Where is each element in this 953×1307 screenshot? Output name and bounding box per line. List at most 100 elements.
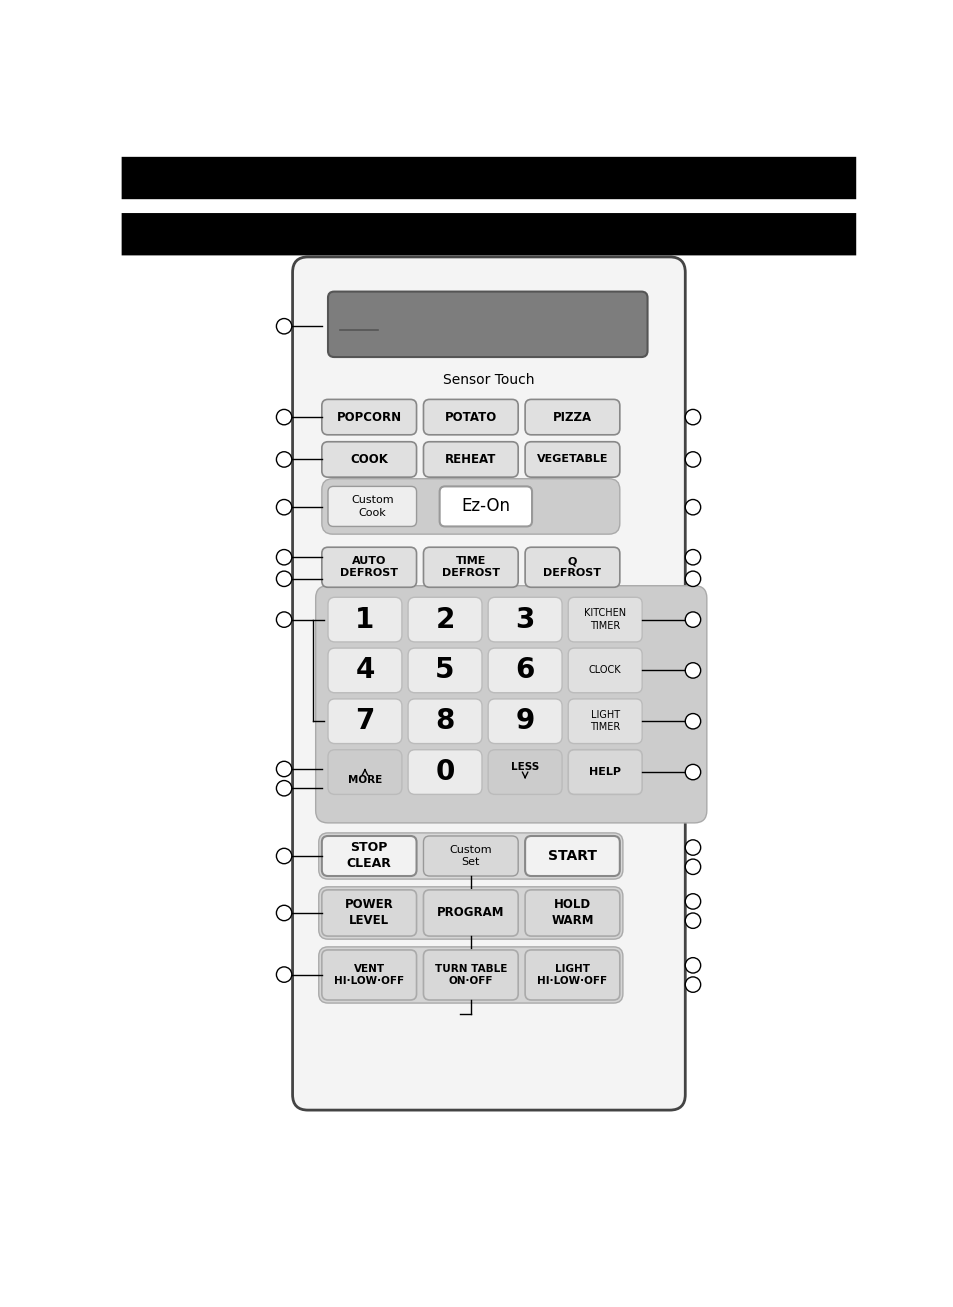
Text: Custom
Cook: Custom Cook xyxy=(351,495,394,518)
FancyBboxPatch shape xyxy=(318,946,622,1002)
FancyBboxPatch shape xyxy=(524,890,619,936)
FancyBboxPatch shape xyxy=(318,887,622,940)
FancyBboxPatch shape xyxy=(315,586,706,823)
Text: TURN TABLE
ON·OFF: TURN TABLE ON·OFF xyxy=(435,963,506,987)
FancyBboxPatch shape xyxy=(423,400,517,435)
FancyBboxPatch shape xyxy=(423,950,517,1000)
FancyBboxPatch shape xyxy=(488,648,561,693)
Text: POPCORN: POPCORN xyxy=(336,410,401,423)
Text: PIZZA: PIZZA xyxy=(553,410,592,423)
FancyBboxPatch shape xyxy=(122,157,856,199)
FancyBboxPatch shape xyxy=(423,890,517,936)
Circle shape xyxy=(684,571,700,587)
Circle shape xyxy=(684,958,700,972)
FancyBboxPatch shape xyxy=(568,699,641,744)
Text: Sensor Touch: Sensor Touch xyxy=(443,372,534,387)
Text: LIGHT
HI·LOW·OFF: LIGHT HI·LOW·OFF xyxy=(537,963,607,987)
Text: COOK: COOK xyxy=(350,454,388,467)
Text: Q
DEFROST: Q DEFROST xyxy=(543,555,600,579)
Text: 6: 6 xyxy=(515,656,535,685)
Circle shape xyxy=(276,319,292,335)
Circle shape xyxy=(276,409,292,425)
Circle shape xyxy=(684,714,700,729)
FancyBboxPatch shape xyxy=(568,597,641,642)
Circle shape xyxy=(684,840,700,855)
FancyBboxPatch shape xyxy=(328,750,401,795)
FancyBboxPatch shape xyxy=(568,750,641,795)
Circle shape xyxy=(684,859,700,874)
FancyBboxPatch shape xyxy=(568,648,641,693)
Text: 3: 3 xyxy=(515,605,535,634)
Text: Custom
Set: Custom Set xyxy=(449,844,492,868)
FancyBboxPatch shape xyxy=(328,597,401,642)
Circle shape xyxy=(684,549,700,565)
Text: KITCHEN
TIMER: KITCHEN TIMER xyxy=(583,609,625,631)
FancyBboxPatch shape xyxy=(321,400,416,435)
Text: STOP
CLEAR: STOP CLEAR xyxy=(346,842,392,870)
Text: 5: 5 xyxy=(435,656,455,685)
Text: LESS: LESS xyxy=(511,762,538,771)
Circle shape xyxy=(684,765,700,780)
FancyBboxPatch shape xyxy=(423,442,517,477)
Text: 1: 1 xyxy=(355,605,375,634)
Text: POTATO: POTATO xyxy=(444,410,497,423)
FancyBboxPatch shape xyxy=(321,890,416,936)
FancyBboxPatch shape xyxy=(321,950,416,1000)
Text: 7: 7 xyxy=(355,707,375,736)
FancyBboxPatch shape xyxy=(318,833,622,880)
Circle shape xyxy=(684,894,700,910)
Circle shape xyxy=(684,612,700,627)
FancyBboxPatch shape xyxy=(328,699,401,744)
Circle shape xyxy=(276,571,292,587)
Text: 0: 0 xyxy=(435,758,455,786)
FancyBboxPatch shape xyxy=(321,442,416,477)
FancyBboxPatch shape xyxy=(321,478,619,535)
FancyBboxPatch shape xyxy=(408,648,481,693)
Text: LIGHT
TIMER: LIGHT TIMER xyxy=(590,710,619,732)
Circle shape xyxy=(276,967,292,983)
Text: HOLD
WARM: HOLD WARM xyxy=(551,898,593,928)
Circle shape xyxy=(276,780,292,796)
FancyBboxPatch shape xyxy=(524,442,619,477)
Circle shape xyxy=(684,452,700,467)
FancyBboxPatch shape xyxy=(524,836,619,876)
FancyBboxPatch shape xyxy=(423,836,517,876)
Circle shape xyxy=(684,914,700,928)
FancyBboxPatch shape xyxy=(488,597,561,642)
Text: START: START xyxy=(547,850,597,863)
Circle shape xyxy=(684,663,700,678)
Circle shape xyxy=(276,906,292,920)
FancyBboxPatch shape xyxy=(408,750,481,795)
Circle shape xyxy=(276,549,292,565)
Circle shape xyxy=(276,499,292,515)
Text: AUTO
DEFROST: AUTO DEFROST xyxy=(340,555,397,579)
Text: 9: 9 xyxy=(515,707,535,736)
FancyBboxPatch shape xyxy=(524,548,619,587)
Text: PROGRAM: PROGRAM xyxy=(436,907,504,920)
FancyBboxPatch shape xyxy=(328,648,401,693)
FancyBboxPatch shape xyxy=(328,291,647,357)
Circle shape xyxy=(684,976,700,992)
FancyBboxPatch shape xyxy=(321,836,416,876)
FancyBboxPatch shape xyxy=(488,699,561,744)
Text: HELP: HELP xyxy=(589,767,620,778)
Circle shape xyxy=(276,761,292,776)
FancyBboxPatch shape xyxy=(328,486,416,527)
FancyBboxPatch shape xyxy=(408,699,481,744)
Circle shape xyxy=(276,848,292,864)
FancyBboxPatch shape xyxy=(488,750,561,795)
Circle shape xyxy=(276,452,292,467)
FancyBboxPatch shape xyxy=(524,950,619,1000)
FancyBboxPatch shape xyxy=(524,400,619,435)
Text: 2: 2 xyxy=(435,605,455,634)
Text: 4: 4 xyxy=(355,656,375,685)
FancyBboxPatch shape xyxy=(439,486,532,527)
Text: POWER
LEVEL: POWER LEVEL xyxy=(344,898,394,928)
Circle shape xyxy=(276,612,292,627)
Text: 8: 8 xyxy=(435,707,455,736)
Text: TIME
DEFROST: TIME DEFROST xyxy=(441,555,499,579)
Circle shape xyxy=(684,499,700,515)
Text: VENT
HI·LOW·OFF: VENT HI·LOW·OFF xyxy=(334,963,404,987)
Text: REHEAT: REHEAT xyxy=(445,454,496,467)
FancyBboxPatch shape xyxy=(408,597,481,642)
